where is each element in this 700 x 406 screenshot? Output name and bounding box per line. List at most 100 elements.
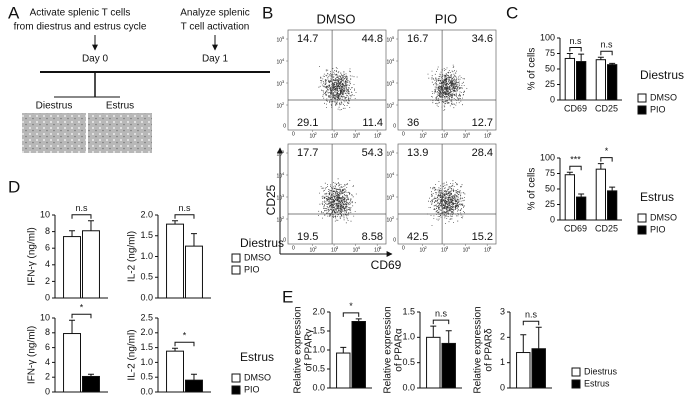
axis-label: CD25 <box>264 184 278 215</box>
quadrant-value: 15.2 <box>472 231 493 243</box>
y-tick-label: 1.5 <box>312 325 325 335</box>
error-bar <box>190 373 197 381</box>
y-tick-label: 0 <box>283 123 286 129</box>
y-tick-label: 0.5 <box>402 357 415 367</box>
y-axis-label: of PPARγ <box>304 329 315 372</box>
y-axis-label: IL-2 (ng/ml) <box>127 329 138 380</box>
step-text: Activate splenic T cells <box>30 8 131 19</box>
plot-frame <box>397 143 497 245</box>
legend-label: DMSO <box>650 92 677 102</box>
error-bar <box>578 193 585 198</box>
x-tick-label: 3 <box>446 131 449 136</box>
x-tick-label: CD69 <box>564 223 587 233</box>
x-tick-label: 3 <box>336 245 339 250</box>
significance-bracket <box>71 214 92 219</box>
y-tick-label: 10 <box>40 209 50 219</box>
y-tick-label: 100 <box>540 152 555 162</box>
x-tick-label: 10 <box>420 133 426 139</box>
y-tick-label: 0 <box>393 123 396 129</box>
y-tick-label: 10 <box>276 103 282 109</box>
y-tick-label: 10 <box>276 151 282 157</box>
significance-bracket <box>71 313 92 319</box>
y-tick-label: 0 <box>45 292 50 302</box>
x-tick-label: 2 <box>425 245 428 250</box>
x-tick-label: 10 <box>463 247 469 253</box>
y-tick-label: 0.0 <box>140 292 153 302</box>
significance-label: * <box>349 301 353 311</box>
y-tick-label: 0 <box>393 237 396 243</box>
y-tick-label: 75 <box>545 168 555 178</box>
significance-label: n.s <box>525 310 538 320</box>
event-dots <box>427 64 468 111</box>
quadrant-value: 34.6 <box>472 33 493 45</box>
y-tick-label: 10 <box>386 195 392 201</box>
image-label: Estrus <box>106 101 134 112</box>
error-bar <box>566 53 573 59</box>
y-tick-label: 2 <box>500 332 505 342</box>
x-tick-label: 10 <box>484 247 490 253</box>
bar <box>426 336 441 389</box>
significance-label: * <box>80 303 84 313</box>
y-axis-label: % of cells <box>527 168 538 211</box>
bar <box>576 196 587 221</box>
legend-swatch <box>637 225 647 235</box>
event-dots <box>318 66 358 111</box>
error-bar <box>355 318 362 322</box>
x-tick-label: 4 <box>358 245 361 250</box>
y-axis-label: Relative expression <box>383 306 394 393</box>
y-tick-label: 2.5 <box>140 312 153 322</box>
y-tick-label: 6 <box>45 342 50 352</box>
y-tick-label: 4 <box>282 57 285 62</box>
significance-bracket <box>342 312 360 317</box>
y-tick-label: 4 <box>45 259 50 269</box>
quadrant-value: 19.5 <box>297 231 318 243</box>
y-tick-label: 3 <box>282 79 285 84</box>
step-text: from diestrus and estrus cycle <box>14 22 147 33</box>
y-tick-label: 3 <box>392 79 395 84</box>
y-tick-label: 0.5 <box>140 272 153 282</box>
significance-label: n.s <box>75 203 88 213</box>
error-bar <box>69 230 76 237</box>
bar <box>336 352 351 389</box>
bar <box>166 223 184 299</box>
y-tick-label: 0.5 <box>140 372 153 382</box>
y-tick-label: 3 <box>500 306 505 316</box>
x-tick-label: 4 <box>358 131 361 136</box>
plot-frame <box>397 29 497 131</box>
event-dots <box>427 180 466 226</box>
y-tick-label: 3 <box>282 193 285 198</box>
error-bar <box>172 220 179 225</box>
y-axis-label: Relative expression <box>473 306 484 393</box>
significance-bracket <box>432 319 450 325</box>
column-header: PIO <box>435 11 457 26</box>
y-tick-label: 4 <box>392 57 395 62</box>
x-tick-label: 0 <box>402 131 405 137</box>
y-tick-label: 0.0 <box>402 382 415 392</box>
bar <box>185 379 203 393</box>
legend-label: Diestrus <box>584 366 618 376</box>
legend-swatch <box>571 379 581 389</box>
legend-swatch <box>637 213 647 223</box>
y-tick-label: 1 <box>500 357 505 367</box>
y-tick-label: 0 <box>45 386 50 396</box>
x-tick-label: CD25 <box>595 223 618 233</box>
y-tick-label: 2 <box>392 101 395 106</box>
legend-label: PIO <box>244 384 260 394</box>
significance-bracket <box>569 47 582 52</box>
x-tick-label: 4 <box>468 131 471 136</box>
y-tick-label: 2 <box>282 215 285 220</box>
y-tick-label: 5 <box>392 149 395 154</box>
x-tick-label: 10 <box>441 133 447 139</box>
row-label: Estrus <box>640 190 674 204</box>
x-tick-label: 5 <box>489 131 492 136</box>
x-tick-label: 5 <box>379 245 382 250</box>
y-tick-label: 2.0 <box>312 306 325 316</box>
x-tick-label: 10 <box>331 133 337 139</box>
y-tick-label: 10 <box>276 195 282 201</box>
y-tick-label: 0.0 <box>312 382 325 392</box>
error-bar <box>520 334 527 353</box>
x-tick-label: 10 <box>420 247 426 253</box>
step-text: Analyze splenic <box>180 8 249 19</box>
y-tick-label: 10 <box>386 103 392 109</box>
x-tick-label: 5 <box>489 245 492 250</box>
